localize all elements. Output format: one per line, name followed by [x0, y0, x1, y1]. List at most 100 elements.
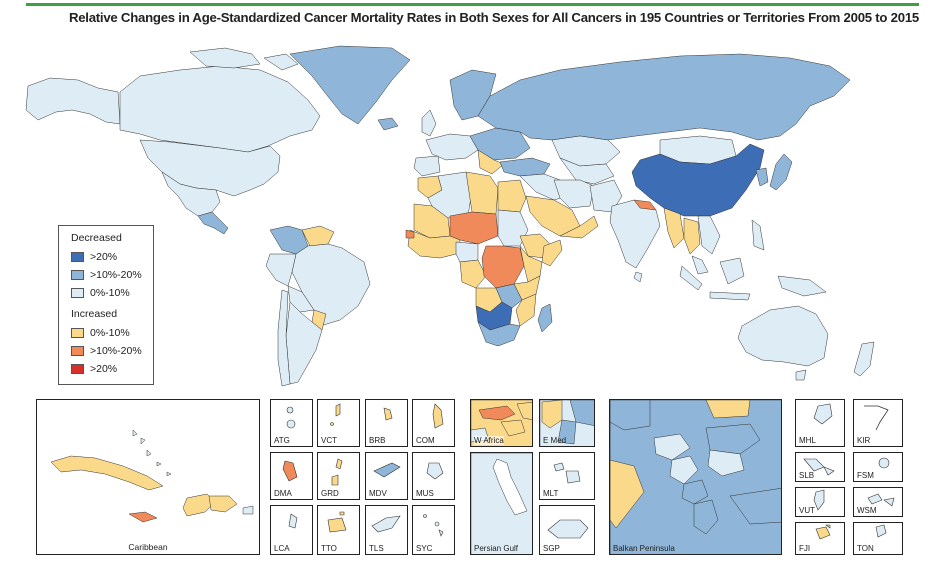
- inset-label: TLS: [369, 544, 384, 553]
- inset-mhl: MHL: [795, 399, 845, 447]
- canada-arctic-islands: [189, 47, 299, 71]
- inset-mus: MUS: [412, 452, 455, 500]
- legend-decreased-heading: Decreased: [71, 232, 122, 244]
- inset-label: VCT: [321, 436, 337, 445]
- zambia: [495, 283, 523, 309]
- nigeria: [455, 241, 479, 263]
- inset-com: COM: [412, 399, 455, 447]
- egypt: [497, 179, 527, 213]
- legend-item-inc10-20: >10%-20%: [71, 344, 142, 358]
- inset-label: MHL: [799, 436, 816, 445]
- legend-label: >10%-20%: [90, 345, 142, 357]
- inset-dma: DMA: [270, 452, 313, 500]
- inset-vct: VCT: [317, 399, 360, 447]
- indonesia-sumatra: [679, 265, 703, 291]
- legend-label: >20%: [90, 251, 118, 263]
- legend-label: 0%-10%: [90, 287, 130, 299]
- world-map: [25, 45, 875, 387]
- legend-swatch: [71, 364, 84, 374]
- bolivia: [287, 285, 315, 313]
- legend-label: >20%: [90, 363, 118, 375]
- inset-label: MUS: [416, 489, 434, 498]
- inset-balkan-peninsula: Balkan Peninsula: [609, 399, 782, 555]
- figure-title: Relative Changes in Age-Standardized Can…: [68, 10, 919, 25]
- inset-label: COM: [416, 436, 435, 445]
- inset-label: FSM: [857, 471, 874, 480]
- balkans: [477, 149, 505, 175]
- libya: [465, 171, 499, 215]
- philippines: [751, 219, 765, 251]
- nepal: [633, 199, 657, 211]
- inset-tto: TTO: [317, 505, 360, 555]
- brazil: [291, 243, 371, 327]
- new-zealand: [853, 341, 875, 377]
- inset-label: SGP: [543, 544, 560, 553]
- sri-lanka: [633, 271, 643, 283]
- inset-grd: GRD: [317, 452, 360, 500]
- inset-lca: LCA: [270, 505, 313, 555]
- china: [631, 143, 765, 217]
- india: [609, 199, 661, 269]
- inset-label: KIR: [857, 436, 871, 445]
- inset-label: TON: [857, 544, 874, 553]
- alaska: [25, 77, 121, 125]
- drc: [481, 245, 525, 289]
- greenland: [289, 45, 411, 125]
- inset-label: Persian Gulf: [474, 544, 519, 553]
- inset-label: VUT: [799, 506, 815, 515]
- inset-label: SYC: [416, 544, 433, 553]
- western-europe: [425, 133, 479, 161]
- legend-label: >10%-20%: [90, 269, 142, 281]
- inset-atg: ATG: [270, 399, 313, 447]
- inset-persian-gulf: Persian Gulf: [470, 452, 533, 555]
- venezuela: [301, 225, 335, 247]
- legend-swatch: [71, 328, 84, 338]
- central-america: [197, 211, 229, 235]
- indochina: [697, 215, 721, 255]
- legend-item-dec10-20: >10%-20%: [71, 268, 142, 282]
- inset-wsm: WSM: [853, 487, 903, 517]
- legend-item-inc0-10: 0%-10%: [71, 326, 130, 340]
- chile: [277, 289, 291, 387]
- inset-label: FJI: [799, 544, 811, 553]
- inset-ton: TON: [853, 522, 903, 555]
- indonesia-java: [709, 291, 751, 301]
- myanmar: [663, 207, 685, 249]
- senegal: [405, 229, 415, 239]
- inset-fji: FJI: [795, 522, 845, 555]
- russia: [477, 53, 851, 141]
- inset-label: E Med: [543, 436, 567, 445]
- south-africa: [477, 321, 521, 347]
- inset-e-med: E Med: [539, 399, 595, 447]
- inset-label: W Africa: [474, 436, 504, 445]
- inset-mdv: MDV: [365, 452, 408, 500]
- legend-swatch: [71, 288, 84, 298]
- thailand: [683, 217, 701, 255]
- legend-item-dec0-10: 0%-10%: [71, 286, 130, 300]
- legend-item-inc20: >20%: [71, 362, 117, 376]
- legend-label: 0%-10%: [90, 327, 130, 339]
- inset-slb: SLB: [795, 452, 845, 482]
- mozambique: [515, 293, 537, 327]
- inset-mlt: MLT: [539, 452, 595, 500]
- inset-label: WSM: [857, 506, 877, 515]
- inset-label: SLB: [799, 471, 815, 480]
- inset-tls: TLS: [365, 505, 408, 555]
- inset-fsm: FSM: [853, 452, 903, 482]
- inset-brb: BRB: [365, 399, 408, 447]
- inset-sgp: SGP: [539, 505, 595, 555]
- korea: [755, 167, 769, 187]
- malaysia: [691, 255, 709, 275]
- inset-label: MDV: [369, 489, 387, 498]
- inset-label: MLT: [543, 489, 559, 498]
- afghanistan-pakistan: [589, 179, 623, 213]
- legend-increased-heading: Increased: [71, 308, 118, 320]
- inset-label: DMA: [274, 489, 292, 498]
- inset-label: Balkan Peninsula: [613, 544, 675, 553]
- uk: [421, 109, 437, 137]
- legend-swatch: [71, 346, 84, 356]
- somalia: [541, 239, 563, 267]
- inset-label: Caribbean: [128, 542, 168, 552]
- peru: [265, 253, 297, 287]
- inset-label: ATG: [274, 436, 290, 445]
